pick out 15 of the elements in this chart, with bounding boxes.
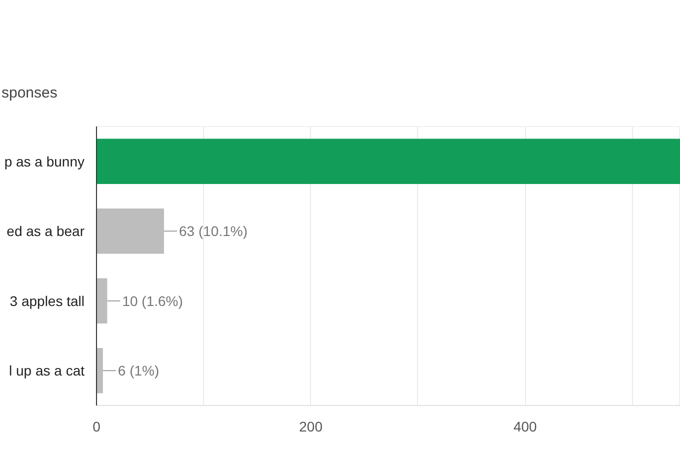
y-tick-label: l up as a cat [9,362,85,379]
y-tick-label: p as a bunny [4,153,84,170]
chart-subtitle: sponses [2,84,58,102]
y-tick-label: ed as a bear [6,223,85,240]
bar [96,278,108,324]
x-tick-label: 400 [513,418,538,434]
bar [96,348,103,394]
bar [96,208,164,254]
bar [96,138,680,184]
x-tick-label: 0 [92,418,101,434]
data-label: 6 (1%) [118,362,160,379]
data-label: 63 (10.1%) [179,223,248,240]
x-tick-label: 200 [299,418,323,434]
data-label: 10 (1.6%) [122,292,183,309]
y-tick-label: 3 apples tall [10,292,84,309]
